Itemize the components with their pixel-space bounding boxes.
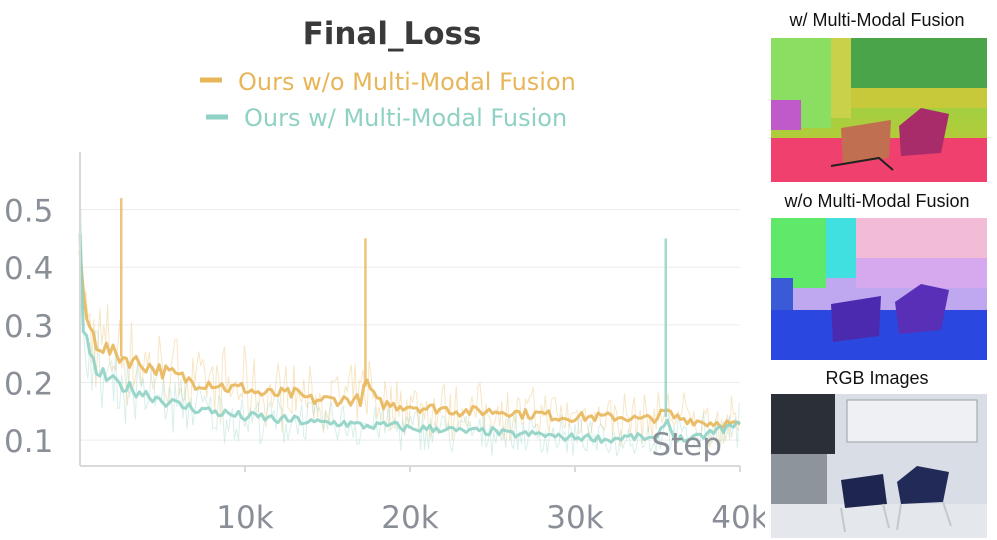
series-line-0: [78, 250, 741, 429]
x-tick-label: 10k: [216, 500, 273, 536]
chart-title: Final_Loss: [303, 16, 482, 52]
panel-title-rgb: RGB Images: [825, 368, 929, 388]
x-tick-label: 30k: [546, 500, 603, 536]
rgb-photo-image: [771, 394, 987, 538]
x-tick-label: 40k: [711, 500, 765, 536]
panel-title-with-fusion: w/ Multi-Modal Fusion: [789, 10, 965, 30]
noise-bands: [79, 186, 740, 457]
feature-map-with-fusion-image: [771, 38, 987, 182]
y-tick-label: 0.1: [4, 424, 53, 460]
legend-label-0: Ours w/o Multi-Modal Fusion: [238, 68, 576, 96]
y-tick-labels: 0.1 0.2 0.3 0.4 0.5: [4, 194, 53, 460]
series-lines: [78, 198, 741, 444]
x-tick-label: 20k: [381, 500, 438, 536]
y-tick-label: 0.2: [4, 366, 53, 402]
feature-map-without-fusion-image: [771, 218, 987, 360]
noise-band-0: [79, 213, 740, 449]
y-tick-label: 0.5: [4, 194, 53, 230]
legend: Ours w/o Multi-Modal Fusion Ours w/ Mult…: [200, 68, 576, 132]
x-tick-labels: 10k 20k 30k 40k: [216, 466, 765, 536]
y-tick-label: 0.3: [4, 309, 53, 345]
panel-title-without-fusion: w/o Multi-Modal Fusion: [784, 191, 970, 211]
series-line-1: [78, 233, 741, 444]
x-axis-label: Step: [651, 427, 722, 463]
chart-grid: [80, 209, 740, 441]
legend-label-1: Ours w/ Multi-Modal Fusion: [244, 104, 567, 132]
y-tick-label: 0.4: [4, 251, 53, 287]
loss-chart: 0.10.20.30.40.5 10k 20k 30k 40k Final_Loss …: [4, 16, 765, 536]
